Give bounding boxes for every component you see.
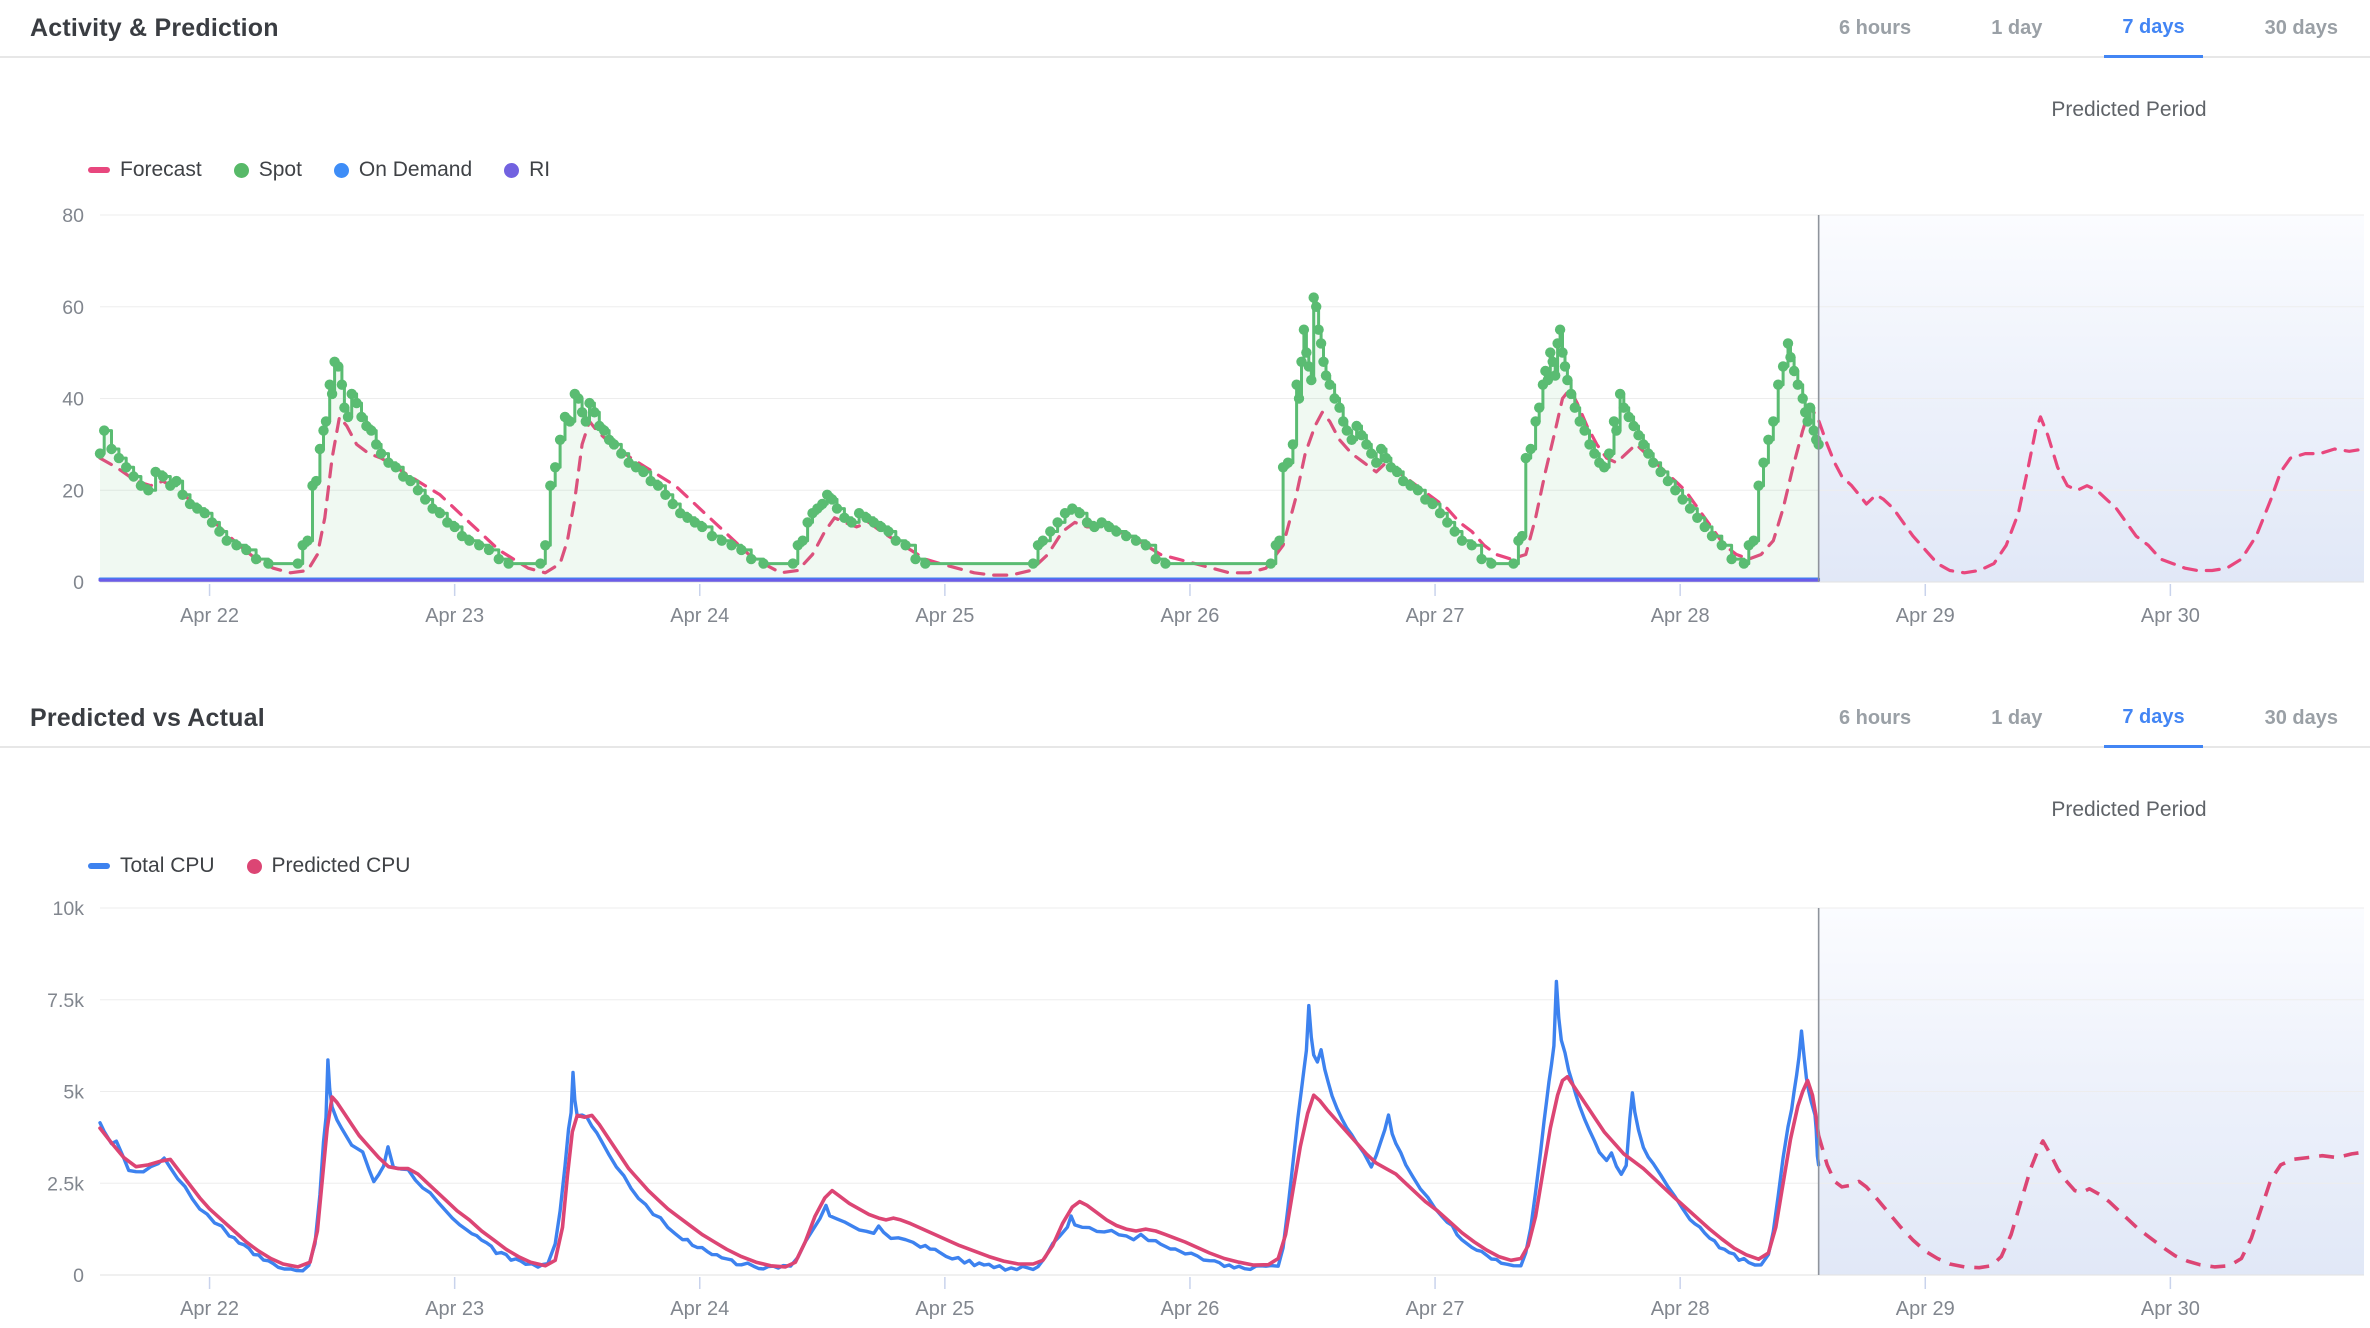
activity-time-range-tabs: 6 hours 1 day 7 days 30 days <box>1821 0 2356 58</box>
legend-label: Predicted CPU <box>271 854 411 877</box>
legend-dot-icon <box>233 162 249 178</box>
x-axis-tick-label: Apr 24 <box>670 1298 729 1320</box>
y-axis-tick-label: 40 <box>62 389 84 411</box>
y-axis-tick-label: 10k <box>53 898 85 920</box>
tab-6-hours[interactable]: 6 hours <box>1838 707 1912 729</box>
predicted-actual-time-range-tabs: 6 hours 1 day 7 days 30 days <box>1821 689 2356 748</box>
x-axis-tick-label: Apr 24 <box>670 605 729 627</box>
y-axis-tick-label: 5k <box>63 1082 84 1104</box>
legend-item-predicted-cpu[interactable]: Predicted CPU <box>246 854 411 878</box>
activity-header: Activity & Prediction 6 hours 1 day 7 days… <box>0 0 2370 58</box>
legend-item-on-demand[interactable]: On Demand <box>333 158 473 182</box>
tab-7-days[interactable]: 7 days <box>2104 0 2203 58</box>
x-axis-tick-label: Apr 29 <box>1896 605 1955 627</box>
legend-label: RI <box>529 158 551 181</box>
legend-dot-icon <box>504 162 520 178</box>
legend-dot-icon <box>246 858 262 874</box>
activity-chart-region: 0 20 40 60 80 Apr 22 Apr 23 Apr 24 Apr 25 Apr 26 A… <box>0 58 2370 690</box>
section-predicted-vs-actual: Predicted vs Actual 6 hours 1 day 7 days 30… <box>0 690 2370 1328</box>
section-activity-prediction: Activity & Prediction 6 hours 1 day 7 days… <box>0 0 2370 690</box>
x-axis-tick-label: Apr 29 <box>1896 1298 1955 1320</box>
y-axis-tick-label: 0 <box>73 572 84 594</box>
legend-label: Forecast <box>120 158 202 181</box>
x-axis-tick-label: Apr 25 <box>915 1298 974 1320</box>
x-axis-tick-label: Apr 22 <box>180 1298 239 1320</box>
tab-30-days[interactable]: 30 days <box>2264 707 2338 729</box>
activity-predicted-period-label: Predicted Period <box>2051 98 2207 121</box>
x-axis-tick-label: Apr 28 <box>1651 1298 1710 1320</box>
x-axis-tick-label: Apr 27 <box>1406 605 1465 627</box>
predicted-actual-chart-canvas[interactable]: 0 2.5k 5k 7.5k 10k Apr 22 Apr 23 Apr 24 Apr 25 Ap… <box>0 748 2370 1328</box>
x-axis-tick-label: Apr 30 <box>2141 605 2200 627</box>
legend-item-total-cpu[interactable]: Total CPU <box>88 854 215 878</box>
tab-30-days[interactable]: 30 days <box>2264 17 2338 39</box>
x-axis-tick-label: Apr 25 <box>915 605 974 627</box>
predicted-actual-title: Predicted vs Actual <box>30 703 265 732</box>
legend-label: Total CPU <box>120 854 215 877</box>
y-axis-tick-label: 80 <box>62 205 84 227</box>
activity-legend: Forecast Spot On Demand RI <box>88 158 550 182</box>
x-axis-tick-label: Apr 26 <box>1160 1298 1219 1320</box>
tab-6-hours[interactable]: 6 hours <box>1838 17 1912 39</box>
predicted-actual-header: Predicted vs Actual 6 hours 1 day 7 days 30… <box>0 690 2370 748</box>
predicted-actual-chart-region: 0 2.5k 5k 7.5k 10k Apr 22 Apr 23 Apr 24 Apr 25 Ap… <box>0 748 2370 1328</box>
x-axis-tick-label: Apr 22 <box>180 605 239 627</box>
legend-dash-icon <box>88 863 110 869</box>
y-axis-tick-label: 7.5k <box>47 990 84 1012</box>
legend-item-forecast[interactable]: Forecast <box>88 158 202 182</box>
x-axis-tick-label: Apr 30 <box>2141 1298 2200 1320</box>
legend-item-ri[interactable]: RI <box>504 158 550 182</box>
legend-label: On Demand <box>358 158 473 181</box>
tab-7-days[interactable]: 7 days <box>2104 689 2203 748</box>
x-axis-tick-label: Apr 26 <box>1160 605 1219 627</box>
activity-title: Activity & Prediction <box>30 13 279 42</box>
y-axis-tick-label: 60 <box>62 297 84 319</box>
x-axis-tick-label: Apr 27 <box>1406 1298 1465 1320</box>
legend-label: Spot <box>258 158 302 181</box>
x-axis-tick-label: Apr 23 <box>425 1298 484 1320</box>
activity-chart-canvas[interactable]: 0 20 40 60 80 Apr 22 Apr 23 Apr 24 Apr 25 Apr 26 A… <box>0 58 2370 690</box>
y-axis-tick-label: 20 <box>62 480 84 502</box>
y-axis-tick-label: 0 <box>73 1265 84 1287</box>
x-axis-tick-label: Apr 23 <box>425 605 484 627</box>
tab-1-day[interactable]: 1 day <box>1991 707 2043 729</box>
legend-item-spot[interactable]: Spot <box>233 158 302 182</box>
tab-1-day[interactable]: 1 day <box>1991 17 2043 39</box>
y-axis-tick-label: 2.5k <box>47 1173 84 1195</box>
legend-dash-icon <box>88 167 110 173</box>
legend-dot-icon <box>333 162 349 178</box>
predicted-actual-predicted-period-label: Predicted Period <box>2051 798 2207 821</box>
x-axis-tick-label: Apr 28 <box>1651 605 1710 627</box>
predicted-actual-legend: Total CPU Predicted CPU <box>88 854 410 878</box>
